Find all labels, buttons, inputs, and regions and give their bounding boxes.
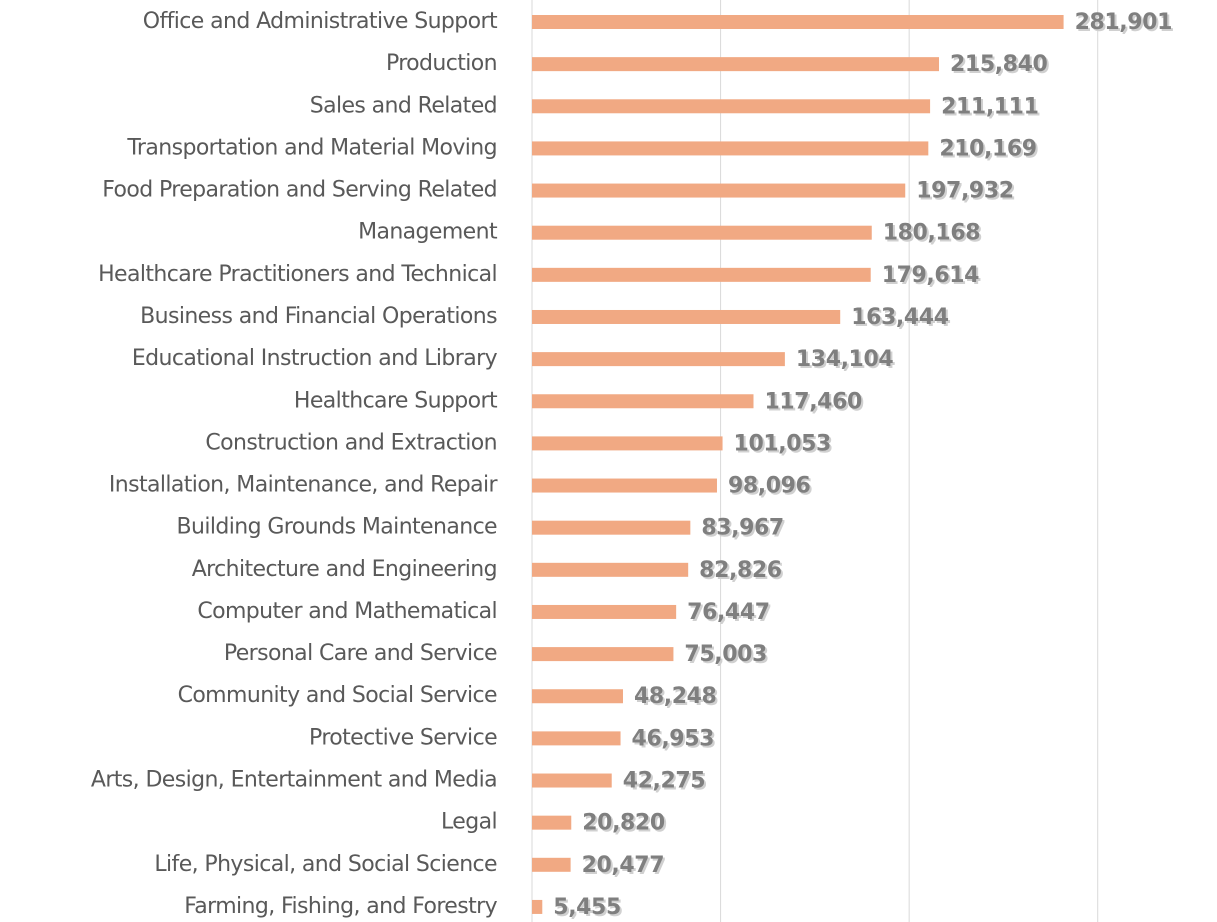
category-label: Installation, Maintenance, and Repair [109,473,499,498]
category-label: Building Grounds Maintenance [177,515,498,540]
value-label-shadow: 197,932 [918,181,1015,206]
value-label-shadow: 134,104 [798,349,895,374]
value-label: 179,614 [882,263,979,288]
value-label: 48,248 [634,684,717,709]
category-label: Protective Service [309,725,497,750]
value-label: 82,826 [699,558,782,583]
value-label-shadow: 215,840 [952,54,1049,79]
bar [532,57,940,72]
category-label: Arts, Design, Entertainment and Media [91,768,497,793]
value-label: 215,840 [950,52,1047,77]
bar [532,647,674,662]
value-label-shadow: 20,477 [584,855,667,880]
value-label: 163,444 [851,305,948,330]
bar [532,183,906,198]
category-label: Life, Physical, and Social Science [154,852,497,877]
value-label-shadow: 101,053 [736,433,833,458]
value-label: 180,168 [883,221,980,246]
category-label: Management [358,220,498,245]
bar [532,394,754,409]
value-label: 20,820 [582,811,665,836]
value-label: 210,169 [939,136,1036,161]
value-label: 197,932 [916,179,1013,204]
bar [532,689,623,704]
value-label-shadow: 179,614 [884,265,981,290]
category-label: Food Preparation and Serving Related [102,178,497,203]
value-label-shadow: 5,455 [555,897,623,922]
category-label: Transportation and Material Moving [126,135,497,160]
value-label-shadow: 42,275 [625,771,708,796]
bar [532,225,872,240]
category-label: Healthcare Practitioners and Technical [98,262,497,287]
value-label-shadow: 180,168 [885,223,982,248]
value-label: 134,104 [796,347,893,372]
value-label: 211,111 [941,94,1038,119]
bar [532,562,689,577]
value-label: 281,901 [1075,10,1172,35]
category-label: Sales and Related [310,93,497,118]
value-label-shadow: 211,111 [943,96,1040,121]
bar [532,604,677,619]
value-label: 98,096 [728,474,811,499]
category-label: Business and Financial Operations [140,304,497,329]
bar [532,899,543,914]
bar [532,520,691,535]
value-label: 76,447 [687,600,770,625]
value-label-shadow: 281,901 [1077,12,1174,37]
bar [532,815,572,830]
value-label: 46,953 [632,726,715,751]
value-label-shadow: 83,967 [703,518,786,543]
category-label: Office and Administrative Support [143,9,498,34]
value-label-shadow: 48,248 [636,686,719,711]
value-label-shadow: 98,096 [730,476,813,501]
value-label: 5,455 [553,895,621,920]
value-label-shadow: 163,444 [853,307,950,332]
bar [532,99,931,114]
bar [532,857,571,872]
value-label: 75,003 [684,642,767,667]
category-label: Construction and Extraction [205,430,497,455]
value-label-shadow: 75,003 [686,644,769,669]
bar [532,436,723,451]
bar [532,309,841,324]
value-label-shadow: 82,826 [701,560,784,585]
value-label: 117,460 [764,389,861,414]
category-label: Legal [441,810,497,835]
value-label-shadow: 46,953 [634,728,717,753]
value-label-shadow: 117,460 [766,391,863,416]
value-label-shadow: 20,820 [584,813,667,838]
value-label-shadow: 210,169 [941,138,1038,163]
bar [532,773,612,788]
bar [532,352,785,367]
category-label: Educational Instruction and Library [132,346,498,371]
bar [532,267,871,282]
bar [532,478,717,493]
category-label: Architecture and Engineering [192,557,497,582]
value-label: 101,053 [734,431,831,456]
bar [532,15,1064,29]
category-label: Computer and Mathematical [197,599,497,624]
category-label: Community and Social Service [178,683,497,708]
value-label: 83,967 [701,516,784,541]
category-label: Healthcare Support [294,388,498,413]
value-label-shadow: 76,447 [689,602,772,627]
category-label: Personal Care and Service [224,641,497,666]
value-label: 42,275 [623,769,706,794]
category-label: Production [386,51,497,76]
bar [532,731,621,746]
bar [532,141,929,156]
value-label: 20,477 [582,853,665,878]
category-label: Farming, Fishing, and Forestry [184,894,497,919]
